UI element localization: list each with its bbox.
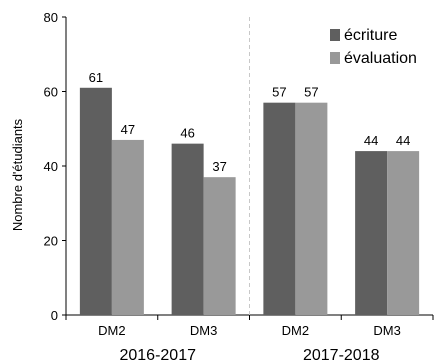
data-label: 47 (121, 122, 135, 137)
bar-ecriture (171, 143, 204, 315)
bar-evaluation (387, 151, 420, 315)
bar-evaluation (295, 102, 328, 315)
x-category-label: DM3 (373, 323, 400, 338)
y-tick-label: 60 (44, 85, 58, 100)
y-tick-label: 80 (44, 10, 58, 25)
data-label: 44 (364, 133, 378, 148)
plot-area: 0 20 40 60 80 61 47 DM2 46 37 DM3 57 57 DM2 44 44 DM3 201… (44, 10, 434, 364)
legend-label: évaluation (344, 50, 417, 67)
legend-label: écriture (344, 27, 397, 44)
bar-evaluation (203, 177, 236, 315)
y-tick-label: 40 (44, 159, 58, 174)
bar-evaluation (111, 139, 144, 315)
bar-ecriture (355, 151, 388, 315)
x-category-label: DM2 (98, 323, 125, 338)
data-label: 57 (272, 85, 286, 100)
data-label: 46 (180, 126, 194, 141)
bar-ecriture (79, 87, 112, 316)
group-label: 2016-2017 (119, 347, 196, 364)
y-tick-label: 0 (51, 308, 58, 323)
bar-ecriture (263, 102, 296, 315)
y-axis-label: Nombre d'étudiants (10, 118, 25, 231)
data-label: 57 (304, 85, 318, 100)
group-label: 2017-2018 (303, 347, 380, 364)
x-category-label: DM3 (190, 323, 217, 338)
y-tick-label: 20 (44, 234, 58, 249)
data-label: 61 (89, 70, 103, 85)
x-category-label: DM2 (282, 323, 309, 338)
legend-swatch (330, 29, 340, 41)
data-label: 37 (212, 159, 226, 174)
data-label: 44 (396, 133, 410, 148)
legend-swatch (330, 52, 340, 64)
